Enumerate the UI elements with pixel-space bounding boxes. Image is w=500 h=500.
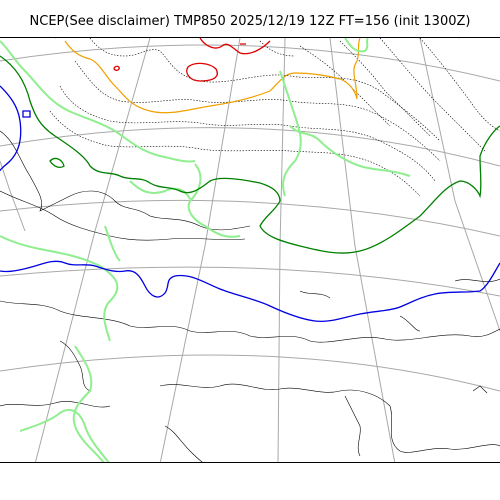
longitude-line [277, 38, 286, 462]
map-svg [0, 38, 500, 462]
latitude-line [0, 354, 500, 392]
longitude-line [329, 38, 396, 462]
graticule [0, 38, 500, 462]
coastline [0, 130, 500, 462]
latitude-line [0, 199, 500, 237]
longitude-line [159, 38, 241, 462]
latitude-line [0, 44, 500, 82]
isotherm-dark-green [0, 55, 500, 254]
isotherm-light-green [0, 38, 411, 462]
isotherm-orange [64, 38, 361, 114]
map-canvas [0, 37, 500, 463]
isotherm-red [113, 38, 271, 82]
map-title: NCEP(See disclaimer) TMP850 2025/12/19 1… [29, 14, 471, 29]
isotherm-dotted [49, 38, 500, 197]
latitude-line [0, 266, 500, 297]
latitude-line [0, 127, 500, 167]
longitude-line [419, 38, 500, 332]
longitude-line [0, 160, 26, 232]
isotherm-blue [0, 85, 500, 323]
